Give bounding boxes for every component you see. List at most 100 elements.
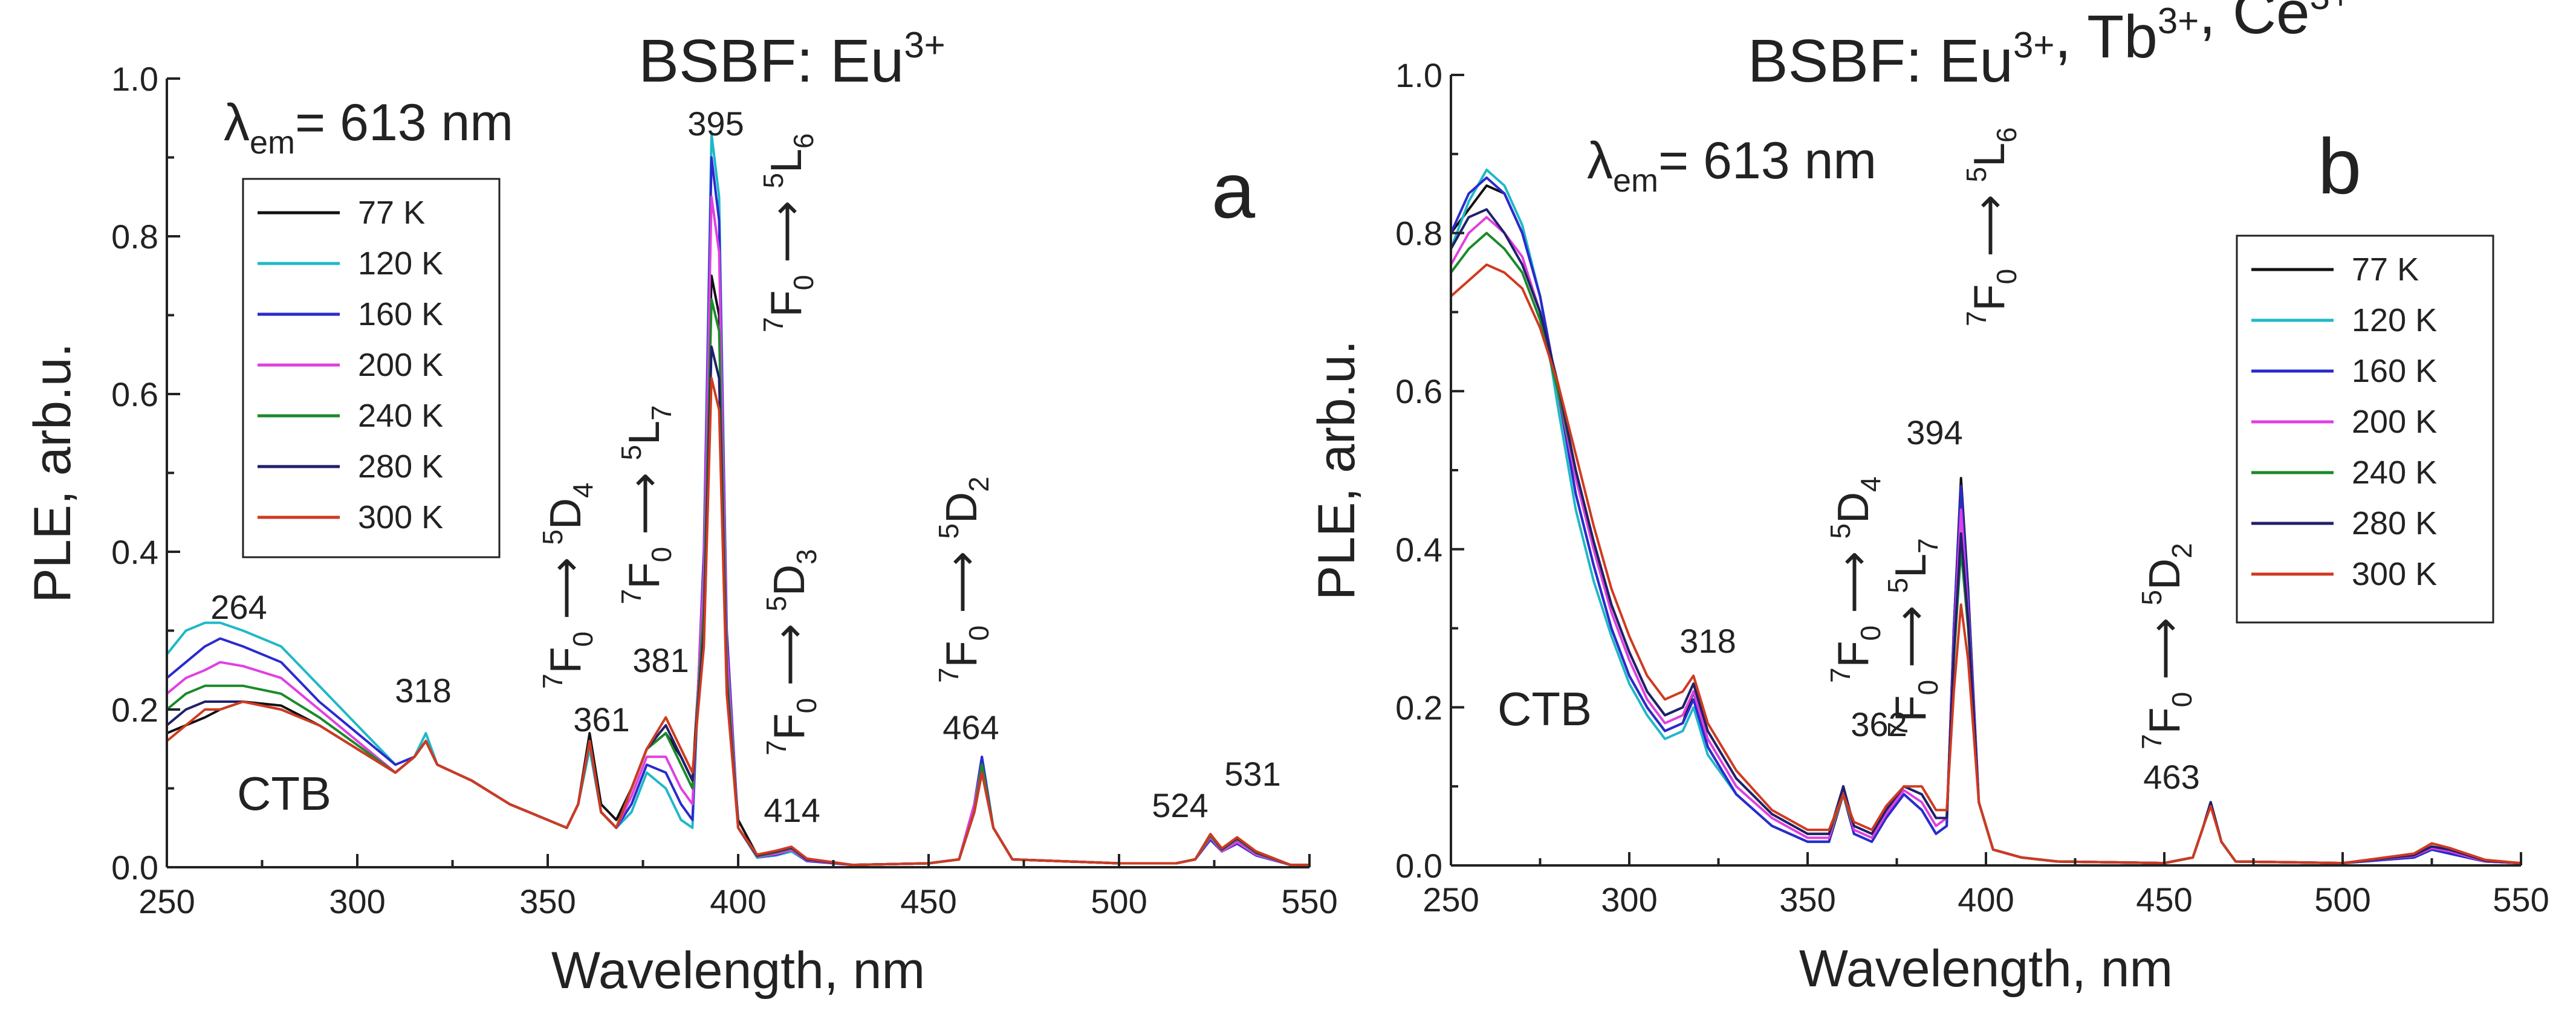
legend-label: 120 K [2352,302,2437,338]
title-text: BSBF: Eu [638,27,904,95]
lambda-label: λem= 613 nm [224,94,513,161]
transition-label: 7F0 ⟶ 5L7 [1882,538,1944,737]
lambda-symbol: λ [1587,132,1613,190]
transition-lower-sub: 0 [788,275,819,291]
panel-letter: a [1212,146,1256,234]
transition-lower: F [1829,641,1878,667]
transition-upper: L [1965,143,2014,167]
series-group [1451,169,2521,865]
transition-upper-sub: 3 [791,549,822,564]
y-tick-label: 1.0 [1395,56,1442,94]
transition-arrow: ⟶ [542,545,590,632]
transition-lower: F [765,713,814,740]
transition-label: 7F0 ⟶ 5D4 [1825,476,1886,683]
transition-lower-sup: 7 [761,740,792,755]
transition-lower-sup: 7 [1825,667,1856,683]
x-tick-label: 500 [1091,882,1147,920]
legend-label: 280 K [2352,505,2437,541]
title-sup: 3+ [2158,1,2199,41]
transition-lower-sub: 0 [1855,626,1886,641]
transition-upper-sup: 5 [2136,590,2167,606]
transition-lower: F [542,647,590,673]
x-axis-label: Wavelength, nm [551,942,925,1000]
y-tick-label: 0.4 [111,533,158,571]
y-axis-label: PLE, arb.u. [24,343,82,603]
transition-upper: L [762,149,811,173]
x-tick-label: 400 [710,882,766,920]
legend-label: 160 K [358,296,443,332]
peak-label: 318 [1679,622,1736,660]
peak-label: 318 [395,671,451,710]
x-tick-label: 450 [900,882,956,920]
transition-upper-sub: 7 [646,405,677,421]
transition-lower-sup: 7 [1882,722,1913,737]
transition-upper-sup: 5 [758,173,789,189]
x-tick-label: 550 [1281,882,1337,920]
peak-label: 524 [1152,786,1208,824]
peak-label: 264 [210,588,267,626]
lambda-text: = 613 nm [295,94,513,152]
transition-arrow: ⟶ [765,612,814,698]
series-line-300k [1451,263,2521,865]
legend-label: 200 K [2352,404,2437,440]
y-tick-label: 0.2 [1395,688,1442,726]
legend-label: 200 K [358,347,443,383]
transition-lower: F [1965,284,2014,311]
transition-lower-sub: 0 [2166,692,2198,708]
band-label-ctb: CTB [237,767,331,820]
transition-upper: D [765,564,814,596]
transition-lower-sub: 0 [963,626,994,641]
peak-label: 361 [573,700,629,739]
peak-label: 463 [2143,758,2199,796]
transition-lower: F [938,641,986,667]
transition-lower-sup: 7 [537,673,568,689]
x-axis-label: Wavelength, nm [1799,940,2173,998]
transition-upper-sub: 4 [567,482,599,498]
legend-label: 300 K [2352,556,2437,592]
chart-title: BSBF: Eu3+ [638,25,945,95]
transition-lower: F [620,562,669,589]
peak-label: 381 [632,641,689,679]
y-tick-label: 0.8 [1395,215,1442,253]
legend-label: 120 K [358,245,443,282]
transition-label: 7F0 ⟶ 5L6 [758,133,819,332]
title-sup: 3+ [2013,25,2054,65]
lambda-sub: em [250,124,295,161]
transition-upper-sub: 6 [788,133,819,149]
transition-arrow: ⟶ [762,189,811,275]
transition-lower-sup: 7 [615,589,647,604]
transition-label: 7F0 ⟶ 5D2 [933,476,994,683]
title-text: , Ce [2199,0,2309,47]
title-text: , Tb [2054,3,2157,71]
transition-upper-sub: 7 [1912,538,1944,554]
transition-upper-sub: 4 [1855,476,1886,492]
chart-title: BSBF: Eu3+, Tb3+, Ce3+ [1748,0,2351,95]
legend-label: 160 K [2352,353,2437,389]
panel-a: 250 300 350 400 450 500 5500.00.20.40.60.81.0W… [24,25,1338,1000]
transition-upper-sup: 5 [933,523,964,539]
transition-upper-sup: 5 [1882,578,1913,593]
legend-label: 280 K [358,448,443,485]
series-group [167,132,1309,867]
lambda-label: λem= 613 nm [1587,132,1877,199]
y-tick-label: 0.0 [111,849,158,887]
transition-label: 7F0 ⟶ 5L6 [1961,127,2022,326]
x-tick-label: 550 [2493,881,2549,919]
x-tick-label: 250 [138,882,195,920]
title-sup: 3+ [904,25,945,65]
x-tick-label: 400 [1958,881,2014,919]
transition-upper: D [938,492,986,523]
panel-b: 250 300 350 400 450 500 5500.00.20.40.60.81.0W… [1308,0,2549,998]
legend-label: 77 K [2352,251,2419,288]
panel-letter: b [2318,122,2361,210]
transition-lower: F [2141,707,2189,734]
transition-upper: D [2141,558,2189,590]
transition-lower-sup: 7 [933,667,964,683]
transition-arrow: ⟶ [1965,183,2014,269]
title-sup: 3+ [2310,0,2351,17]
transition-label: 7F0 ⟶ 5D3 [761,549,822,755]
lambda-text: = 613 nm [1658,132,1877,190]
lambda-sub: em [1613,163,1658,199]
transition-upper: L [1887,554,1935,578]
legend: 77 K 120 K 160 K 200 K 240 K 280 K 300 K [2236,234,2494,624]
